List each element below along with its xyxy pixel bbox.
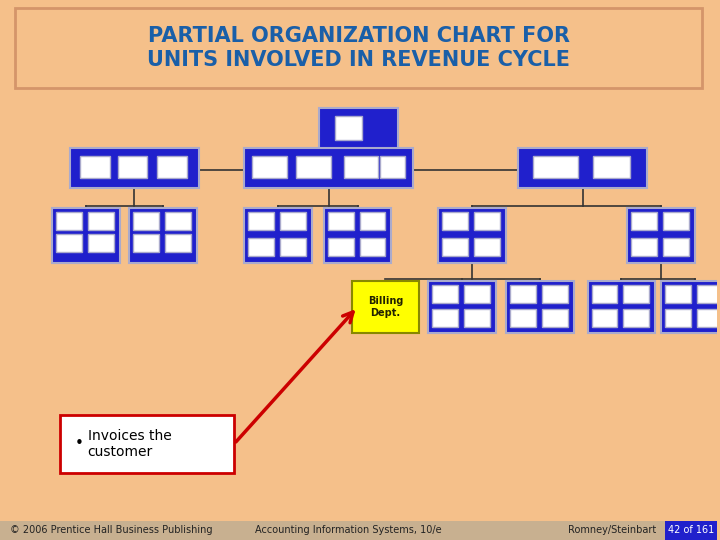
FancyBboxPatch shape bbox=[464, 285, 490, 303]
Text: Billing
Dept.: Billing Dept. bbox=[368, 296, 403, 318]
FancyBboxPatch shape bbox=[438, 208, 506, 263]
FancyBboxPatch shape bbox=[631, 212, 657, 230]
Text: •: • bbox=[75, 436, 84, 451]
FancyBboxPatch shape bbox=[588, 281, 655, 333]
Text: © 2006 Prentice Hall Business Publishing: © 2006 Prentice Hall Business Publishing bbox=[10, 525, 212, 535]
FancyBboxPatch shape bbox=[506, 281, 574, 333]
FancyBboxPatch shape bbox=[663, 212, 689, 230]
FancyBboxPatch shape bbox=[697, 285, 720, 303]
FancyBboxPatch shape bbox=[351, 281, 419, 333]
FancyBboxPatch shape bbox=[328, 238, 354, 256]
FancyBboxPatch shape bbox=[166, 234, 192, 252]
FancyBboxPatch shape bbox=[324, 208, 392, 263]
FancyBboxPatch shape bbox=[335, 116, 362, 140]
FancyBboxPatch shape bbox=[592, 285, 618, 303]
FancyBboxPatch shape bbox=[133, 212, 159, 230]
FancyArrowPatch shape bbox=[236, 312, 353, 442]
FancyBboxPatch shape bbox=[0, 521, 717, 540]
FancyBboxPatch shape bbox=[252, 156, 287, 178]
FancyBboxPatch shape bbox=[661, 281, 720, 333]
FancyBboxPatch shape bbox=[624, 285, 649, 303]
FancyBboxPatch shape bbox=[15, 8, 702, 88]
FancyBboxPatch shape bbox=[88, 212, 114, 230]
FancyBboxPatch shape bbox=[541, 285, 567, 303]
FancyBboxPatch shape bbox=[432, 309, 458, 327]
FancyBboxPatch shape bbox=[474, 238, 500, 256]
FancyBboxPatch shape bbox=[296, 156, 330, 178]
FancyBboxPatch shape bbox=[359, 238, 385, 256]
FancyBboxPatch shape bbox=[533, 156, 577, 178]
FancyBboxPatch shape bbox=[55, 234, 81, 252]
FancyBboxPatch shape bbox=[130, 208, 197, 263]
FancyBboxPatch shape bbox=[52, 208, 120, 263]
FancyBboxPatch shape bbox=[510, 309, 536, 327]
FancyBboxPatch shape bbox=[442, 212, 468, 230]
Text: Romney/Steinbart: Romney/Steinbart bbox=[567, 525, 656, 535]
Text: Accounting Information Systems, 10/e: Accounting Information Systems, 10/e bbox=[256, 525, 442, 535]
Text: PARTIAL ORGANIZATION CHART FOR
UNITS INVOLVED IN REVENUE CYCLE: PARTIAL ORGANIZATION CHART FOR UNITS INV… bbox=[147, 26, 570, 70]
FancyBboxPatch shape bbox=[593, 156, 631, 178]
FancyBboxPatch shape bbox=[60, 415, 234, 473]
FancyBboxPatch shape bbox=[518, 148, 647, 188]
FancyBboxPatch shape bbox=[280, 212, 306, 230]
FancyBboxPatch shape bbox=[697, 309, 720, 327]
FancyBboxPatch shape bbox=[319, 108, 398, 150]
FancyBboxPatch shape bbox=[117, 156, 148, 178]
FancyBboxPatch shape bbox=[359, 212, 385, 230]
FancyBboxPatch shape bbox=[624, 309, 649, 327]
FancyBboxPatch shape bbox=[80, 156, 109, 178]
FancyBboxPatch shape bbox=[133, 234, 159, 252]
FancyBboxPatch shape bbox=[158, 156, 187, 178]
FancyBboxPatch shape bbox=[328, 212, 354, 230]
Text: Invoices the
customer: Invoices the customer bbox=[88, 429, 171, 459]
FancyBboxPatch shape bbox=[343, 156, 379, 178]
FancyBboxPatch shape bbox=[592, 309, 618, 327]
FancyBboxPatch shape bbox=[541, 309, 567, 327]
FancyBboxPatch shape bbox=[432, 285, 458, 303]
FancyBboxPatch shape bbox=[88, 234, 114, 252]
FancyBboxPatch shape bbox=[464, 309, 490, 327]
FancyBboxPatch shape bbox=[663, 238, 689, 256]
FancyBboxPatch shape bbox=[70, 148, 199, 188]
FancyBboxPatch shape bbox=[55, 212, 81, 230]
FancyBboxPatch shape bbox=[510, 285, 536, 303]
FancyBboxPatch shape bbox=[627, 208, 695, 263]
FancyBboxPatch shape bbox=[380, 156, 405, 178]
FancyBboxPatch shape bbox=[280, 238, 306, 256]
FancyBboxPatch shape bbox=[474, 212, 500, 230]
FancyBboxPatch shape bbox=[248, 238, 274, 256]
FancyBboxPatch shape bbox=[665, 521, 717, 540]
FancyBboxPatch shape bbox=[428, 281, 496, 333]
FancyBboxPatch shape bbox=[665, 285, 691, 303]
FancyBboxPatch shape bbox=[665, 309, 691, 327]
FancyBboxPatch shape bbox=[244, 208, 312, 263]
FancyBboxPatch shape bbox=[244, 148, 413, 188]
FancyBboxPatch shape bbox=[631, 238, 657, 256]
FancyBboxPatch shape bbox=[166, 212, 192, 230]
FancyBboxPatch shape bbox=[248, 212, 274, 230]
FancyBboxPatch shape bbox=[442, 238, 468, 256]
Text: 42 of 161: 42 of 161 bbox=[668, 525, 714, 535]
